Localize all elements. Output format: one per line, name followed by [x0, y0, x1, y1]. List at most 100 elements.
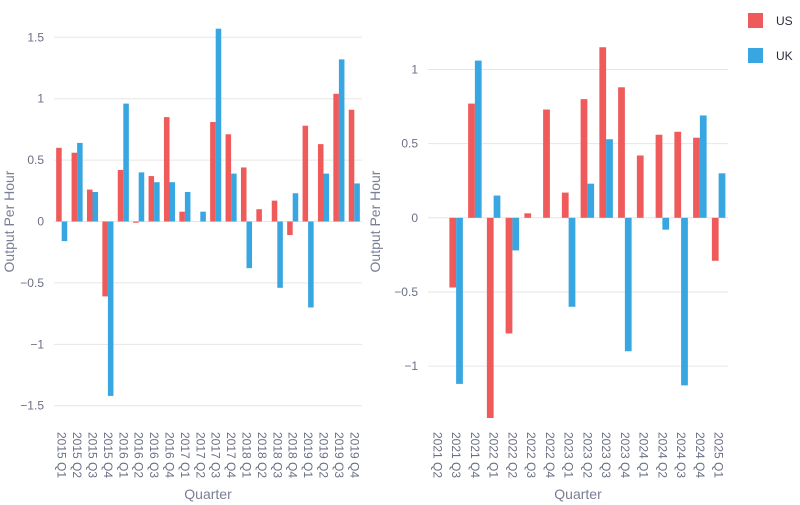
- bar-us-10[interactable]: [618, 87, 625, 218]
- x-tick-label: 2017 Q4: [224, 432, 238, 478]
- bar-uk-1[interactable]: [77, 142, 83, 222]
- x-tick-label: 2017 Q2: [193, 432, 207, 478]
- bar-us-14[interactable]: [693, 137, 700, 218]
- bar-us-4[interactable]: [505, 217, 513, 334]
- bar-us-3[interactable]: [486, 217, 494, 418]
- bar-uk-0[interactable]: [61, 221, 68, 242]
- bar-uk-10[interactable]: [624, 217, 632, 352]
- legend-label-uk[interactable]: UK: [776, 49, 793, 63]
- bar-us-5[interactable]: [524, 213, 532, 218]
- bar-us-17[interactable]: [317, 144, 324, 222]
- x-axis-title: Quarter: [554, 486, 602, 502]
- bar-uk-9[interactable]: [200, 211, 206, 222]
- bar-us-14[interactable]: [271, 200, 278, 222]
- legend-swatch-uk[interactable]: [748, 48, 763, 63]
- bar-us-19[interactable]: [348, 109, 355, 222]
- bar-uk-15[interactable]: [292, 193, 299, 222]
- bar-uk-10[interactable]: [215, 28, 222, 222]
- bar-us-1[interactable]: [449, 217, 457, 288]
- bar-us-16[interactable]: [302, 125, 309, 222]
- bar-us-11[interactable]: [225, 134, 232, 222]
- x-tick-label: 2022 Q3: [524, 432, 538, 478]
- bar-uk-5[interactable]: [138, 172, 145, 222]
- bar-us-9[interactable]: [599, 47, 607, 218]
- bar-uk-2[interactable]: [474, 60, 482, 218]
- x-tick-label: 2022 Q4: [543, 432, 557, 478]
- y-tick-label: −1.5: [20, 399, 44, 413]
- bar-uk-15[interactable]: [718, 173, 726, 218]
- bar-uk-6[interactable]: [154, 182, 160, 222]
- bar-uk-14[interactable]: [699, 115, 707, 218]
- bar-us-13[interactable]: [674, 131, 682, 218]
- x-tick-label: 2016 Q2: [132, 432, 146, 478]
- legend-swatch-us[interactable]: [748, 13, 763, 28]
- bar-us-6[interactable]: [148, 176, 155, 222]
- bar-uk-8[interactable]: [587, 183, 595, 218]
- bar-us-7[interactable]: [163, 117, 170, 222]
- bar-us-11[interactable]: [636, 155, 644, 218]
- bar-us-12[interactable]: [240, 167, 247, 222]
- y-tick-label: 0: [37, 215, 44, 229]
- legend-label-us[interactable]: US: [776, 14, 793, 28]
- bar-uk-12[interactable]: [246, 221, 253, 269]
- bar-uk-9[interactable]: [606, 139, 613, 218]
- x-tick-label: 2019 Q2: [317, 432, 331, 478]
- bar-uk-18[interactable]: [338, 59, 345, 222]
- x-tick-label: 2015 Q4: [101, 432, 115, 478]
- bar-uk-7[interactable]: [169, 182, 176, 222]
- y-tick-label: −0.5: [20, 276, 44, 290]
- bar-uk-3[interactable]: [107, 221, 114, 396]
- bar-uk-2[interactable]: [92, 192, 99, 222]
- y-tick-label: 1.5: [27, 30, 44, 44]
- bar-uk-17[interactable]: [323, 173, 330, 222]
- bar-us-3[interactable]: [102, 221, 108, 297]
- bar-us-15[interactable]: [287, 221, 293, 236]
- bar-us-8[interactable]: [580, 99, 588, 218]
- x-tick-label: 2018 Q2: [255, 432, 269, 478]
- bar-us-15[interactable]: [711, 217, 719, 261]
- bar-us-8[interactable]: [179, 211, 185, 222]
- legend: US UK: [748, 13, 793, 63]
- x-tick-label: 2019 Q1: [301, 432, 315, 478]
- chart-panel-right: 1 0.5 0 −0.5 −1 2021 Q2 2021 Q3 2021 Q4 2022 Q1 2…: [367, 47, 728, 502]
- bar-us-12[interactable]: [655, 134, 663, 218]
- bar-us-2[interactable]: [86, 189, 93, 222]
- bar-uk-7[interactable]: [568, 217, 576, 307]
- y-tick-label: 0: [411, 211, 418, 225]
- x-tick-label: 2015 Q1: [55, 432, 69, 478]
- y-axis-title: Output Per Hour: [1, 170, 17, 272]
- bar-us-0[interactable]: [56, 147, 62, 222]
- bar-us-6[interactable]: [543, 109, 550, 218]
- bar-uk-3[interactable]: [493, 195, 501, 218]
- y-tick-label: 1: [37, 92, 44, 106]
- bar-us-13[interactable]: [256, 209, 262, 222]
- x-tick-label: 2021 Q2: [430, 432, 444, 478]
- x-tick-label: 2021 Q4: [468, 432, 482, 478]
- bar-us-18[interactable]: [333, 93, 339, 222]
- bar-uk-12[interactable]: [662, 217, 670, 230]
- x-tick-label: 2023 Q3: [599, 432, 613, 478]
- bar-us-7[interactable]: [561, 192, 569, 218]
- bar-uk-19[interactable]: [354, 183, 360, 222]
- y-tick-label: −1: [30, 337, 44, 351]
- bar-uk-8[interactable]: [184, 192, 191, 222]
- x-tick-label: 2016 Q1: [116, 432, 130, 478]
- bar-us-2[interactable]: [468, 103, 475, 218]
- y-tick-label: 0.5: [401, 137, 418, 151]
- bar-us-10[interactable]: [210, 122, 216, 222]
- x-tick-label: 2019 Q4: [347, 432, 361, 478]
- bar-us-5[interactable]: [133, 221, 139, 223]
- y-axis-title: Output Per Hour: [367, 170, 383, 272]
- bar-uk-4[interactable]: [123, 103, 129, 222]
- bar-us-4[interactable]: [117, 169, 124, 222]
- bar-us-1[interactable]: [71, 152, 78, 222]
- bar-uk-11[interactable]: [231, 173, 237, 222]
- bar-uk-1[interactable]: [456, 217, 463, 384]
- bar-uk-14[interactable]: [277, 221, 283, 288]
- bar-uk-13[interactable]: [681, 217, 688, 386]
- bar-uk-16[interactable]: [308, 221, 314, 308]
- x-tick-label: 2024 Q4: [693, 432, 707, 478]
- bar-uk-4[interactable]: [512, 217, 520, 251]
